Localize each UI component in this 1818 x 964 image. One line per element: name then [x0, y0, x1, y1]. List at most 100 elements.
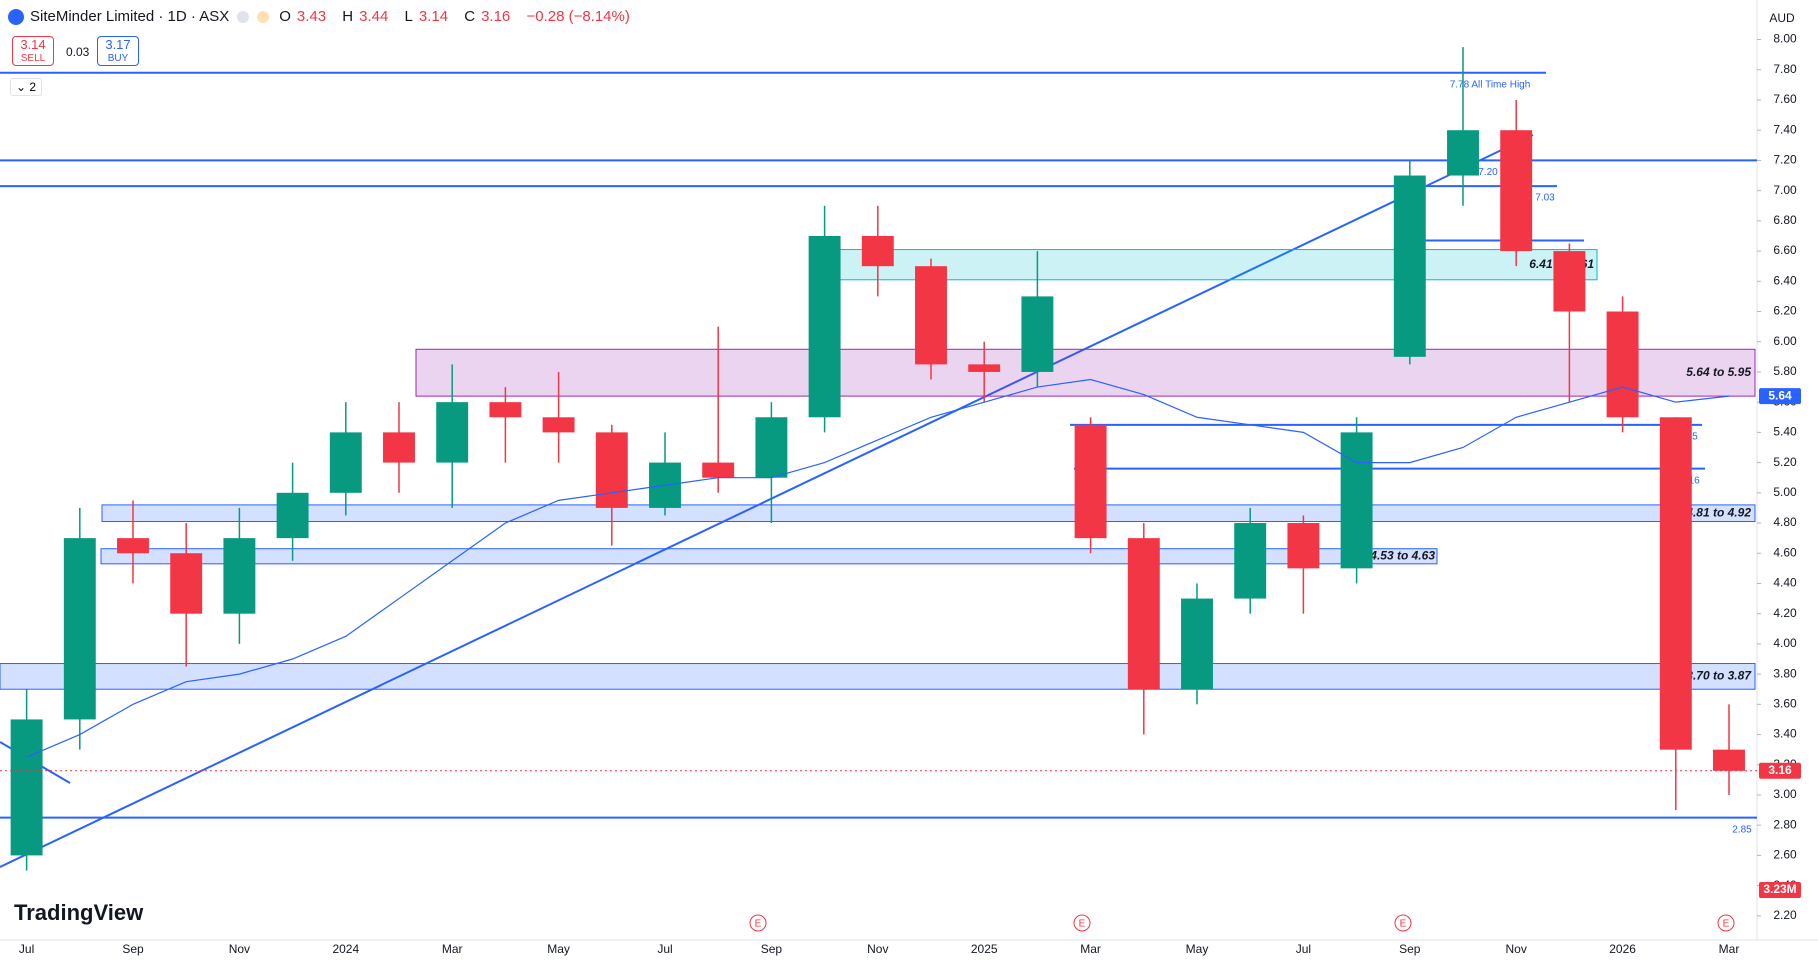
o-label: O	[279, 8, 291, 25]
y-tick-label: 5.40	[1773, 425, 1797, 439]
zone	[816, 249, 1598, 281]
high: 3.44	[359, 8, 389, 25]
sell-button[interactable]: 3.14 SELL	[12, 36, 54, 66]
symbol-logo	[8, 8, 24, 25]
symbol-header: SiteMinder Limited · 1D · ASX O 3.43 H 3.4…	[8, 8, 636, 25]
y-tick-label: 3.40	[1773, 727, 1797, 741]
x-tick-label: Jul	[657, 942, 672, 956]
zone-label: 4.81 to 4.92	[1685, 505, 1751, 519]
x-tick-label: Sep	[122, 942, 144, 956]
x-tick-label: Sep	[761, 942, 783, 956]
x-tick-label: Mar	[442, 942, 463, 956]
zone	[415, 348, 1756, 397]
y-tick-label: 6.80	[1773, 213, 1797, 227]
sell-label: SELL	[20, 53, 46, 64]
earnings-label: E	[1400, 919, 1407, 930]
y-tick-label: 7.60	[1773, 92, 1797, 106]
x-tick-label: Jul	[1296, 942, 1311, 956]
y-tick-label: 6.60	[1773, 243, 1797, 257]
zone	[100, 548, 1438, 565]
y-tick-label: 6.00	[1773, 334, 1797, 348]
candle-body	[1021, 296, 1054, 372]
candle-body	[1287, 523, 1320, 569]
change: −0.28 (−8.14%)	[526, 8, 630, 25]
x-tick-label: 2026	[1609, 942, 1636, 956]
zone	[0, 663, 1756, 690]
y-tick-label: 4.00	[1773, 636, 1797, 650]
spread: 0.03	[66, 45, 90, 59]
x-tick-label: Sep	[1399, 942, 1421, 956]
candle-body	[1553, 251, 1586, 312]
level-label: 7.78 All Time High	[1450, 79, 1531, 90]
x-tick-label: Mar	[1080, 942, 1101, 956]
ohlc: O 3.43 H 3.44 L 3.14 C 3.16 −0.28 (−8.14%)	[279, 8, 636, 25]
close: 3.16	[481, 8, 511, 25]
candle-body	[1659, 417, 1692, 750]
status-dots	[237, 10, 270, 23]
x-tick-label: Mar	[1719, 942, 1740, 956]
y-tick-label: 7.40	[1773, 122, 1797, 136]
candle-body	[1393, 175, 1426, 357]
x-tick-label: Jul	[19, 942, 34, 956]
candle-body	[276, 492, 309, 539]
earnings-label: E	[1079, 919, 1086, 930]
x-tick-label: 2025	[971, 942, 998, 956]
candle-body	[329, 432, 362, 493]
x-tick-label: Nov	[867, 942, 888, 956]
y-tick-label: 7.20	[1773, 153, 1797, 167]
h-label: H	[342, 8, 354, 25]
y-tick-label: 4.20	[1773, 606, 1797, 620]
y-tick-label: 7.80	[1773, 62, 1797, 76]
candle-body	[223, 538, 256, 614]
symbol-title[interactable]: SiteMinder Limited · 1D · ASX	[30, 8, 230, 25]
y-tick-label: 3.60	[1773, 697, 1797, 711]
low: 3.14	[418, 8, 449, 25]
y-tick-label: 5.80	[1773, 364, 1797, 378]
trend-line	[0, 134, 1534, 868]
currency-label: AUD	[1769, 11, 1795, 25]
x-tick-label: 2024	[332, 942, 359, 956]
indicator-toggle[interactable]: ⌄ 2	[10, 78, 43, 96]
buy-button[interactable]: 3.17 BUY	[97, 36, 139, 66]
moving-average	[26, 378, 1730, 758]
y-tick-label: 2.20	[1773, 908, 1797, 922]
candle-body	[383, 432, 415, 463]
candle-body	[1447, 130, 1479, 176]
candle-body	[542, 417, 575, 433]
volume-label-bg	[1759, 882, 1801, 898]
candle-body	[1181, 598, 1213, 690]
candle-body	[595, 432, 628, 508]
y-tick-label: 2.80	[1773, 817, 1797, 831]
candle-body	[702, 462, 735, 478]
candle-body	[1606, 311, 1639, 418]
open: 3.43	[296, 8, 327, 25]
y-tick-label: 8.00	[1773, 32, 1797, 46]
last-price-label: 3.16	[1768, 763, 1792, 777]
earnings-label: E	[1723, 919, 1730, 930]
y-tick-label: 6.20	[1773, 304, 1797, 318]
candle-body	[1127, 538, 1160, 690]
buy-price: 3.17	[105, 37, 131, 52]
volume-label: 3.23M	[1763, 882, 1796, 896]
candle-body	[1500, 130, 1533, 252]
ma-price-label-bg	[1759, 388, 1801, 405]
y-tick-label: 3.00	[1773, 787, 1797, 801]
candle-body	[436, 402, 469, 463]
x-tick-label: Nov	[229, 942, 250, 956]
candle-body	[170, 553, 203, 614]
candle-body	[861, 235, 894, 267]
level-label: 7.03	[1535, 193, 1555, 204]
y-tick-label: 5.00	[1773, 485, 1797, 499]
level-label: 2.85	[1732, 824, 1752, 835]
zone-label: 5.64 to 5.95	[1686, 365, 1751, 379]
y-tick-label: 4.60	[1773, 545, 1797, 559]
earnings-marker	[1717, 914, 1735, 932]
candle-body	[1340, 432, 1373, 569]
y-tick-label: 3.80	[1773, 666, 1797, 680]
last-price-label-bg	[1759, 762, 1801, 779]
sell-price: 3.14	[20, 37, 46, 52]
zone-label: 4.53 to 4.63	[1369, 548, 1435, 562]
y-tick-label: 7.00	[1773, 183, 1797, 197]
